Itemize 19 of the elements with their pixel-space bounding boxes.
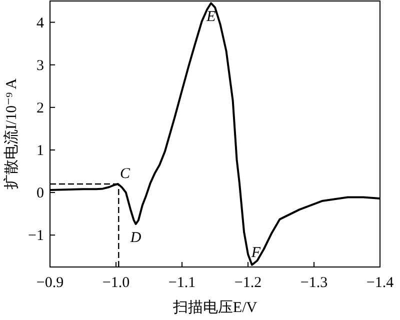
- y-tick-label: 0: [36, 186, 44, 202]
- x-tick-label: −1.0: [102, 275, 130, 291]
- y-axis-title: 扩散电流I/10⁻⁹ A: [3, 78, 20, 190]
- x-tick-label: −0.9: [36, 275, 64, 291]
- x-tick-label: −1.1: [168, 275, 196, 291]
- x-tick-label: −1.3: [300, 275, 328, 291]
- y-tick-label: −1: [28, 228, 44, 244]
- x-tick-label: −1.4: [366, 275, 394, 291]
- y-tick-label: 4: [36, 15, 44, 32]
- annotation: F: [250, 244, 262, 261]
- y-tick-label: 1: [36, 142, 44, 159]
- y-tick-label: 2: [36, 100, 44, 116]
- annotation: E: [205, 9, 216, 26]
- annotation: C: [120, 166, 131, 182]
- x-axis-title: 扫描电压E/V: [172, 299, 258, 316]
- y-tick-label: 3: [36, 58, 44, 74]
- annotation: D: [129, 230, 142, 246]
- x-tick-label: −1.2: [234, 275, 262, 291]
- line-series: [49, 2, 381, 266]
